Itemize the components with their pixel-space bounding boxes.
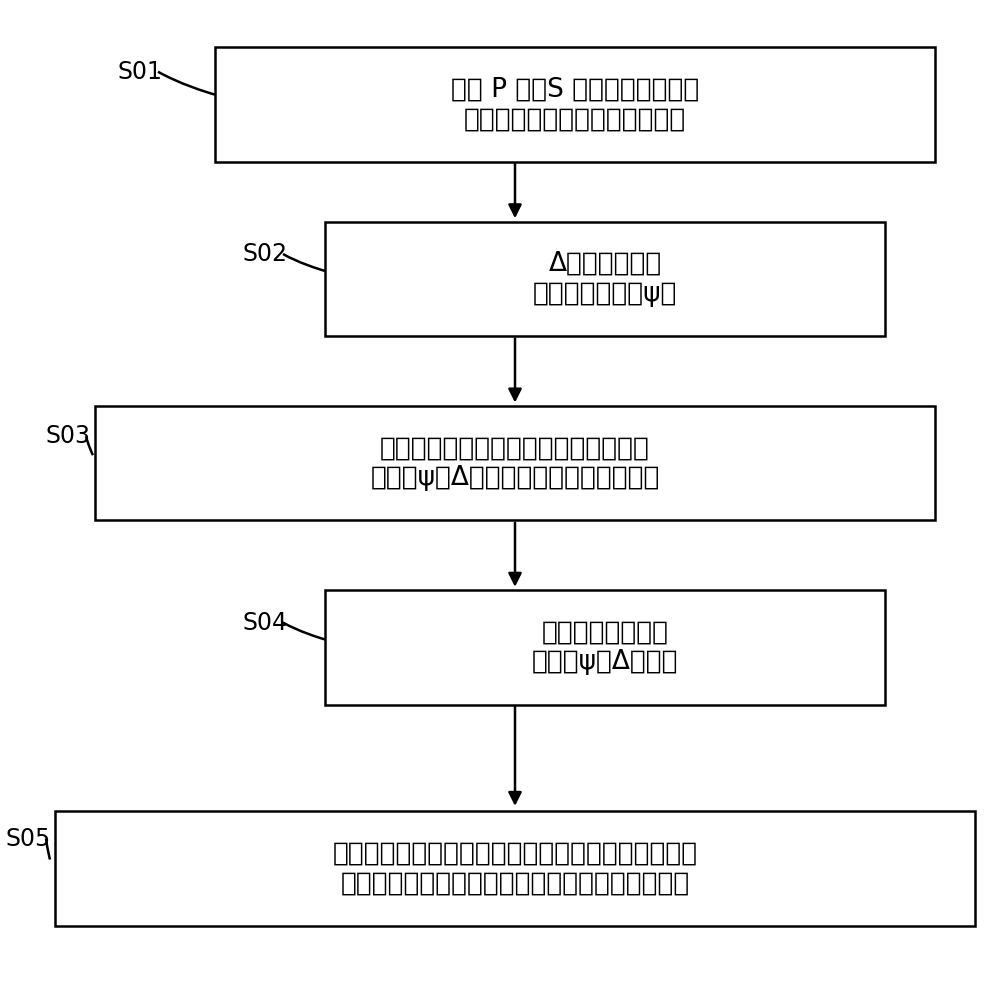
Text: S03: S03: [46, 424, 90, 448]
Text: 获得椭偏参数（ψ、: 获得椭偏参数（ψ、: [533, 281, 677, 307]
FancyBboxPatch shape: [55, 811, 975, 926]
FancyBboxPatch shape: [325, 221, 885, 337]
Text: Δ）的轨迹曲线: Δ）的轨迹曲线: [548, 251, 662, 277]
Text: 求得（ψ、Δ）轨迹: 求得（ψ、Δ）轨迹: [532, 649, 678, 675]
Text: 根据切线方位角曲线的拓扑特征判定薄膜材料纳米: 根据切线方位角曲线的拓扑特征判定薄膜材料纳米: [340, 871, 690, 896]
Text: 薄膜材料纳米结构由颗粒到网状的转变: 薄膜材料纳米结构由颗粒到网状的转变: [380, 435, 650, 461]
Text: 的切线方位角曲线: 的切线方位角曲线: [542, 620, 668, 645]
Text: S04: S04: [242, 611, 288, 634]
Text: S01: S01: [118, 60, 162, 84]
FancyBboxPatch shape: [95, 406, 935, 520]
Text: 料的 P 光、S 光的复反射率比值: 料的 P 光、S 光的复反射率比值: [451, 77, 699, 103]
Text: 利用椭圆偏振光谱仪测量薄膜材: 利用椭圆偏振光谱仪测量薄膜材: [464, 107, 686, 132]
FancyBboxPatch shape: [325, 590, 885, 705]
Text: 根据（ψ、Δ）轨迹曲线的拓扑特征判定: 根据（ψ、Δ）轨迹曲线的拓扑特征判定: [370, 465, 660, 491]
FancyBboxPatch shape: [215, 47, 935, 161]
Text: 结构连续性的转变，实现对薄膜材料纳米结构的识别: 结构连续性的转变，实现对薄膜材料纳米结构的识别: [332, 841, 698, 867]
Text: S02: S02: [242, 242, 288, 266]
Text: S05: S05: [5, 827, 51, 851]
